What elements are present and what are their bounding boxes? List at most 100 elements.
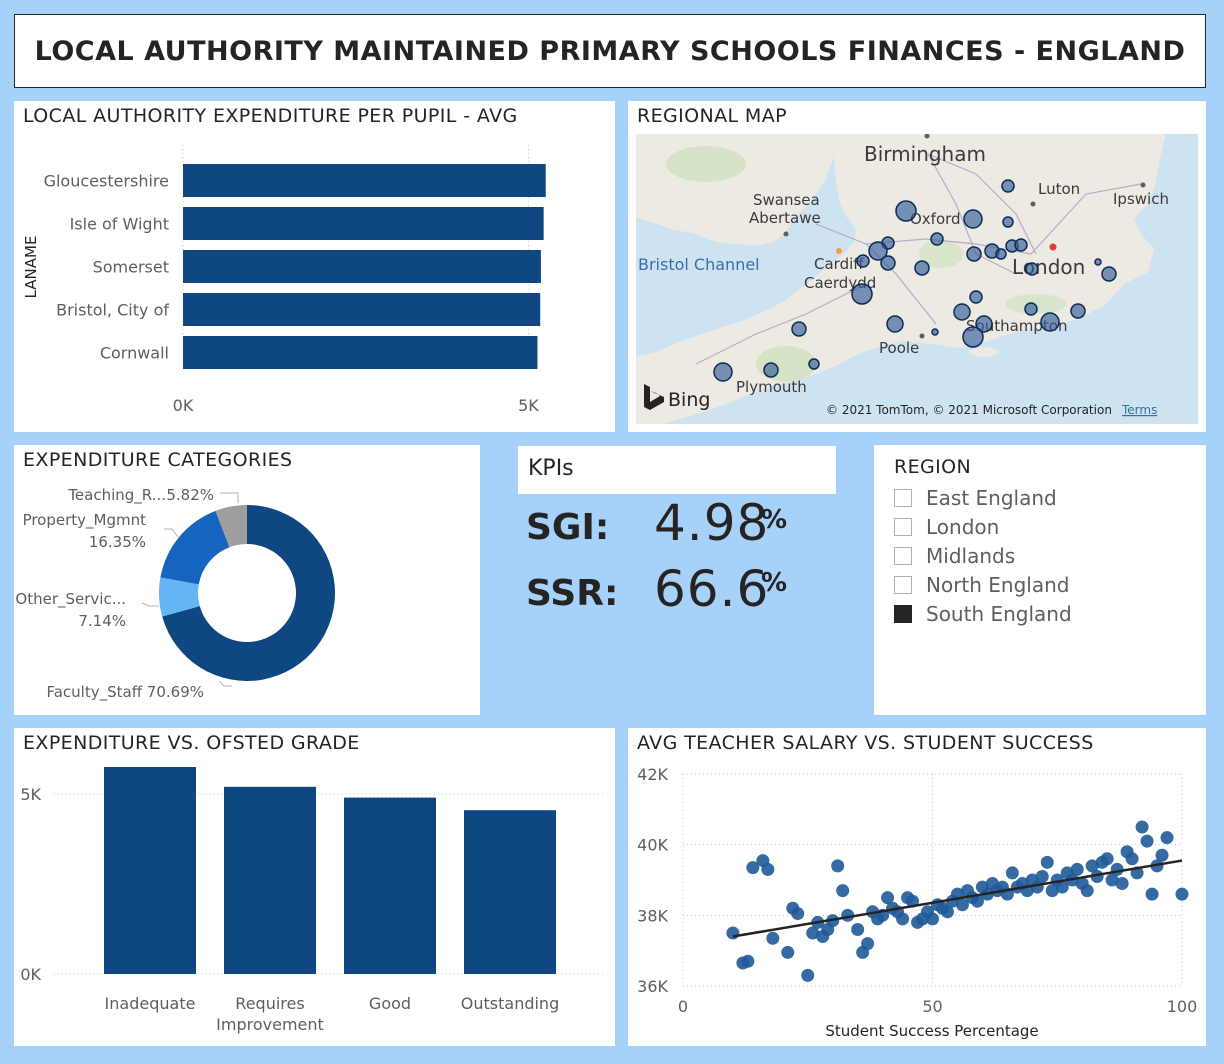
scatter-y-tick: 40K	[637, 836, 668, 855]
region-option[interactable]: Midlands	[894, 543, 1015, 569]
vbar-bar[interactable]	[464, 810, 556, 974]
scatter-point[interactable]	[1100, 852, 1114, 866]
expenditure-categories-panel[interactable]: EXPENDITURE CATEGORIES Faculty_Staff 70.…	[14, 445, 480, 715]
hbar-bar[interactable]	[183, 250, 541, 283]
scatter-point[interactable]	[955, 898, 969, 912]
hbar-bar[interactable]	[183, 293, 541, 326]
donut-slice[interactable]	[215, 505, 247, 548]
vbar-category-label: Good	[369, 994, 411, 1013]
hbar-bar[interactable]	[183, 164, 546, 197]
scatter-point[interactable]	[1110, 862, 1124, 876]
ofsted-panel[interactable]: EXPENDITURE VS. OFSTED GRADE 0K 5K Inadequ…	[14, 728, 615, 1046]
region-option-label: South England	[926, 602, 1072, 626]
scatter-x-tick: 100	[1167, 997, 1198, 1016]
scatter-point[interactable]	[831, 859, 845, 873]
map-label-swansea: Swansea	[753, 191, 820, 209]
scatter-point[interactable]	[1105, 873, 1119, 887]
scatter-point[interactable]	[1135, 820, 1149, 834]
salary-scatter-chart[interactable]: 0 50 100 36K 38K 40K 42K Student Success Percen…	[628, 728, 1206, 1046]
kpi-header-label: KPIs	[528, 456, 574, 481]
region-filter-panel[interactable]: REGION East England London Midlands North E…	[874, 445, 1206, 715]
scatter-point[interactable]	[1080, 884, 1094, 898]
map-label-bristol-channel: Bristol Channel	[638, 255, 760, 274]
scatter-point[interactable]	[1160, 831, 1174, 845]
scatter-point[interactable]	[791, 907, 805, 921]
region-option-label: Midlands	[926, 544, 1016, 568]
region-checkbox[interactable]	[894, 605, 912, 623]
region-option[interactable]: North England	[894, 572, 1070, 598]
donut-slice[interactable]	[159, 577, 200, 617]
hbar-category-label: Isle of Wight	[70, 215, 169, 234]
scatter-point[interactable]	[1085, 859, 1099, 873]
scatter-x-tick: 50	[922, 997, 942, 1016]
expenditure-categories-chart[interactable]: Faculty_Staff 70.69% Other_Servic... 7.14%…	[14, 445, 480, 715]
map-terms-link[interactable]: Terms	[1121, 403, 1157, 417]
scatter-point[interactable]	[836, 884, 850, 898]
region-option[interactable]: London	[894, 514, 999, 540]
vbar-bar[interactable]	[104, 767, 196, 974]
donut-data-label: 5.82%	[166, 486, 214, 504]
scatter-point[interactable]	[801, 968, 815, 982]
donut-slice[interactable]	[160, 510, 230, 585]
vbar-bar[interactable]	[344, 797, 436, 974]
region-checkbox[interactable]	[894, 518, 912, 536]
scatter-point[interactable]	[761, 862, 775, 876]
scatter-point[interactable]	[1125, 852, 1139, 866]
scatter-trendline	[732, 859, 1183, 938]
hbar-bar[interactable]	[183, 336, 538, 369]
hbar-bar[interactable]	[183, 207, 544, 240]
scatter-point[interactable]	[746, 861, 760, 875]
scatter-y-tick: 36K	[637, 977, 668, 996]
donut-data-label: 16.35%	[89, 533, 146, 551]
scatter-point[interactable]	[781, 945, 795, 959]
scatter-point[interactable]	[970, 894, 984, 908]
scatter-y-tick: 42K	[637, 765, 668, 784]
vbar-category-label: Improvement	[216, 1015, 324, 1034]
scatter-point[interactable]	[1070, 862, 1084, 876]
ofsted-chart[interactable]: 0K 5K Inadequate Requires Improvement Good Out…	[14, 728, 615, 1046]
scatter-point[interactable]	[1140, 834, 1154, 848]
vbar-bar[interactable]	[224, 786, 316, 974]
scatter-point[interactable]	[861, 937, 875, 951]
dashboard-title: LOCAL AUTHORITY MAINTAINED PRIMARY SCHOO…	[34, 35, 1186, 67]
scatter-point[interactable]	[1155, 848, 1169, 862]
scatter-point[interactable]	[1145, 887, 1159, 901]
regional-map-panel[interactable]: REGIONAL MAP Birmingham Luton Ipswich Sw…	[628, 101, 1206, 432]
map-label-ipswich: Ipswich	[1113, 190, 1169, 208]
map-label-abertawe: Abertawe	[749, 209, 821, 227]
salary-panel[interactable]: AVG TEACHER SALARY VS. STUDENT SUCCESS 0…	[628, 728, 1206, 1046]
region-checkbox[interactable]	[894, 489, 912, 507]
scatter-point[interactable]	[1045, 884, 1059, 898]
scatter-point[interactable]	[926, 912, 939, 926]
region-checkbox[interactable]	[894, 576, 912, 594]
scatter-point[interactable]	[1040, 855, 1054, 869]
regional-map[interactable]: Birmingham Luton Ipswich Swansea Abertaw…	[636, 134, 1198, 424]
scatter-point[interactable]	[1035, 869, 1049, 883]
scatter-point[interactable]	[896, 912, 910, 926]
scatter-point[interactable]	[741, 954, 755, 968]
scatter-point[interactable]	[1005, 866, 1019, 880]
scatter-point[interactable]	[1055, 880, 1069, 894]
scatter-point[interactable]	[806, 926, 820, 940]
bing-label: Bing	[668, 389, 710, 411]
donut-slice[interactable]	[162, 505, 336, 681]
bing-logo-icon	[644, 384, 664, 410]
scatter-point[interactable]	[851, 922, 865, 936]
scatter-point[interactable]	[1175, 887, 1189, 901]
map-label-cardiff: Cardiff	[814, 255, 864, 273]
map-bubbles[interactable]	[713, 179, 1117, 382]
scatter-point[interactable]	[1115, 877, 1129, 891]
scatter-point[interactable]	[940, 905, 954, 919]
scatter-point[interactable]	[766, 931, 780, 945]
la-expenditure-chart[interactable]: 0K 5K Gloucestershire Isle of Wight Somerset…	[14, 101, 615, 432]
hbar-axis-label: LANAME	[22, 236, 40, 299]
la-expenditure-panel[interactable]: LOCAL AUTHORITY EXPENDITURE PER PUPIL - …	[14, 101, 615, 432]
region-option[interactable]: East England	[894, 485, 1057, 511]
scatter-point[interactable]	[726, 926, 740, 940]
region-checkbox[interactable]	[894, 547, 912, 565]
region-option[interactable]: South England	[894, 601, 1072, 627]
kpi-sgi-label: SGI:	[526, 507, 610, 548]
isle-of-wight	[970, 347, 998, 357]
scatter-point[interactable]	[881, 891, 895, 905]
scatter-x-tick: 0	[678, 997, 688, 1016]
